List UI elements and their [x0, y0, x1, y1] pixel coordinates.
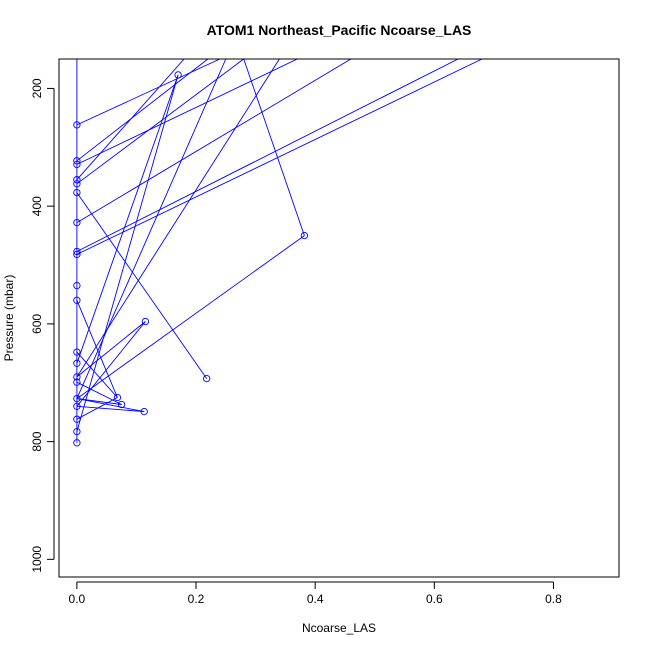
data-point: [300, 231, 309, 240]
series-line-segment: [76, 405, 145, 413]
data-point: [73, 402, 81, 410]
plot-frame: [58, 58, 620, 578]
x-tick-label: 0.0: [69, 592, 86, 606]
series-line-segment: [76, 192, 208, 379]
y-tick-label: 200: [30, 78, 44, 98]
x-tick-label: 0.6: [426, 592, 443, 606]
data-point: [73, 180, 81, 188]
x-axis-label: Ncoarse_LAS: [302, 621, 376, 635]
series-line-segment: [76, 59, 459, 252]
data-point: [73, 281, 81, 290]
y-tick-label: 800: [30, 431, 44, 451]
data-point: [73, 176, 81, 184]
y-tick-label: 400: [30, 196, 44, 216]
series-line-segment: [76, 59, 185, 180]
data-point: [73, 348, 81, 356]
data-point: [73, 157, 81, 165]
series-line-segment: [76, 59, 209, 162]
x-tick-label: 0.2: [188, 592, 205, 606]
data-point: [73, 188, 81, 197]
series-line-segment: [76, 74, 179, 432]
data-point: [174, 71, 182, 79]
series-line-segment: [76, 59, 280, 378]
chart-title: ATOM1 Northeast_Pacific Ncoarse_LAS: [207, 22, 472, 38]
data-point: [73, 415, 81, 423]
data-point: [203, 374, 211, 383]
series-line-segment: [76, 235, 305, 399]
data-point: [73, 218, 81, 227]
data-point: [117, 400, 126, 409]
y-tick-label: 1000: [30, 546, 44, 573]
data-point: [73, 427, 81, 436]
series-line-segment: [76, 74, 179, 364]
series-line-segment: [76, 59, 483, 255]
series-line-segment: [76, 381, 122, 405]
x-tick-label: 0.4: [307, 592, 324, 606]
data-point: [140, 407, 148, 416]
data-point: [73, 378, 81, 386]
series-line-segment: [76, 300, 118, 398]
series-line-segment: [76, 59, 244, 185]
data-point: [73, 250, 81, 259]
plot-area: [73, 59, 483, 447]
y-axis: 200 400 600 800 1000: [30, 78, 55, 573]
data-point: [73, 247, 81, 256]
series-line-segment: [76, 59, 221, 126]
data-point: [141, 317, 150, 326]
y-axis-label: Pressure (mbar): [2, 275, 16, 362]
series-line-segment: [76, 397, 118, 420]
series-line-segment: [76, 59, 352, 223]
data-point: [73, 373, 81, 381]
data-point: [73, 160, 81, 169]
y-tick-label: 600: [30, 314, 44, 334]
data-point: [73, 296, 81, 304]
data-point: [73, 439, 81, 447]
series-line-segment: [243, 59, 305, 236]
data-point: [73, 394, 81, 403]
series-line-segment: [76, 398, 145, 413]
series-line-segment: [76, 351, 118, 398]
series-line-segment: [76, 59, 227, 399]
data-point: [73, 359, 81, 367]
x-axis: 0.0 0.2 0.4 0.6 0.8: [69, 581, 562, 606]
series-line-segment: [76, 321, 146, 378]
data-point: [113, 393, 122, 402]
series-line-segment: [76, 59, 298, 165]
data-point: [73, 121, 81, 129]
x-tick-label: 0.8: [545, 592, 562, 606]
series-line-segment: [76, 398, 122, 405]
